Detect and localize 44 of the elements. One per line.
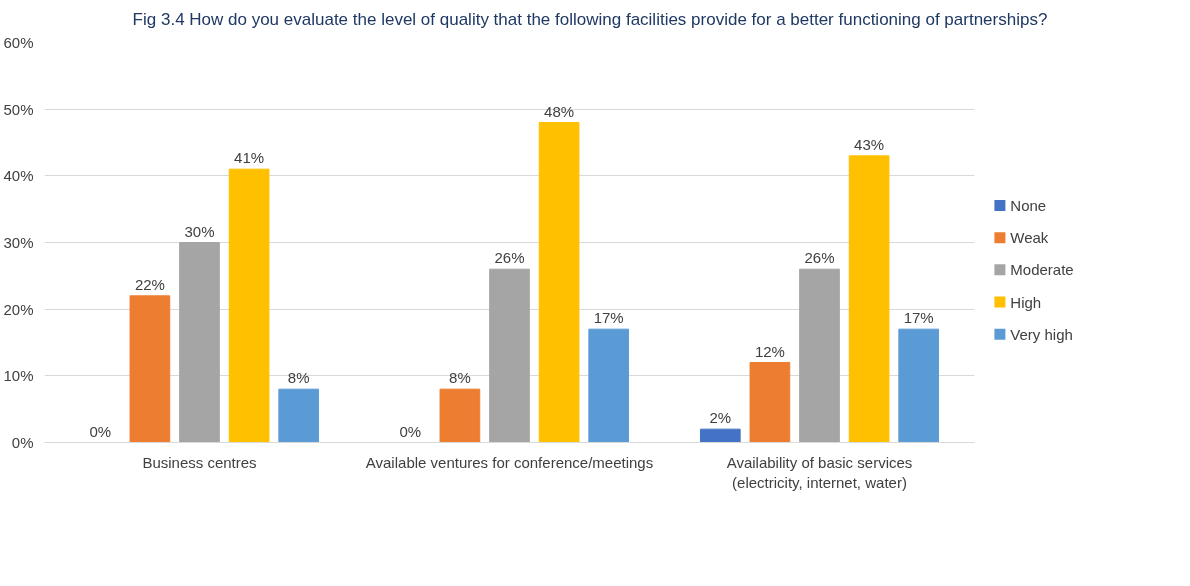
data-label: 41% bbox=[234, 149, 265, 167]
bar bbox=[228, 168, 270, 443]
data-label: 26% bbox=[494, 249, 525, 267]
data-label: 26% bbox=[804, 249, 835, 267]
legend-label: Very high bbox=[1010, 326, 1073, 343]
chart-title: Fig 3.4 How do you evaluate the level of quality that the following facilities provide for a better functioning of partnerships? bbox=[132, 9, 1048, 31]
data-label: 48% bbox=[544, 102, 575, 120]
data-label: 0% bbox=[89, 422, 112, 440]
bar bbox=[129, 295, 171, 443]
bar bbox=[179, 242, 220, 443]
x-tick-label: Availability of basic services (electricity, internet, water) bbox=[726, 453, 913, 492]
bar bbox=[799, 268, 840, 443]
legend-label: None bbox=[1010, 197, 1047, 215]
data-label: 17% bbox=[593, 309, 624, 327]
bar bbox=[439, 388, 481, 443]
data-label: 8% bbox=[287, 369, 310, 387]
bar bbox=[588, 328, 630, 443]
data-label: 30% bbox=[184, 222, 215, 240]
y-tick-label: 30% bbox=[3, 234, 34, 252]
bar bbox=[699, 428, 741, 443]
data-label: 12% bbox=[754, 342, 785, 360]
data-label: 17% bbox=[903, 309, 934, 327]
y-tick-label: 50% bbox=[3, 100, 34, 118]
data-label: 0% bbox=[399, 422, 422, 440]
x-tick-label: Available ventures for conference/meetings bbox=[365, 453, 654, 471]
y-tick-label: 10% bbox=[3, 367, 34, 385]
x-tick-label: Business centres bbox=[142, 453, 257, 471]
y-tick-label: 0% bbox=[11, 434, 34, 452]
legend-label: High bbox=[1010, 293, 1042, 311]
y-tick-label: 20% bbox=[3, 300, 34, 318]
bar bbox=[848, 155, 890, 443]
bar bbox=[278, 388, 320, 443]
bar bbox=[749, 362, 791, 443]
data-label: 2% bbox=[709, 409, 732, 427]
bar bbox=[898, 328, 940, 443]
legend-label: Moderate bbox=[1010, 261, 1074, 279]
y-tick-label: 60% bbox=[3, 34, 34, 52]
legend-label: Weak bbox=[1010, 229, 1049, 247]
data-label: 43% bbox=[854, 136, 885, 154]
data-label: 22% bbox=[134, 276, 165, 294]
y-tick-label: 40% bbox=[3, 167, 34, 185]
bar bbox=[489, 268, 530, 443]
data-label: 8% bbox=[449, 369, 471, 387]
bar bbox=[538, 122, 580, 443]
